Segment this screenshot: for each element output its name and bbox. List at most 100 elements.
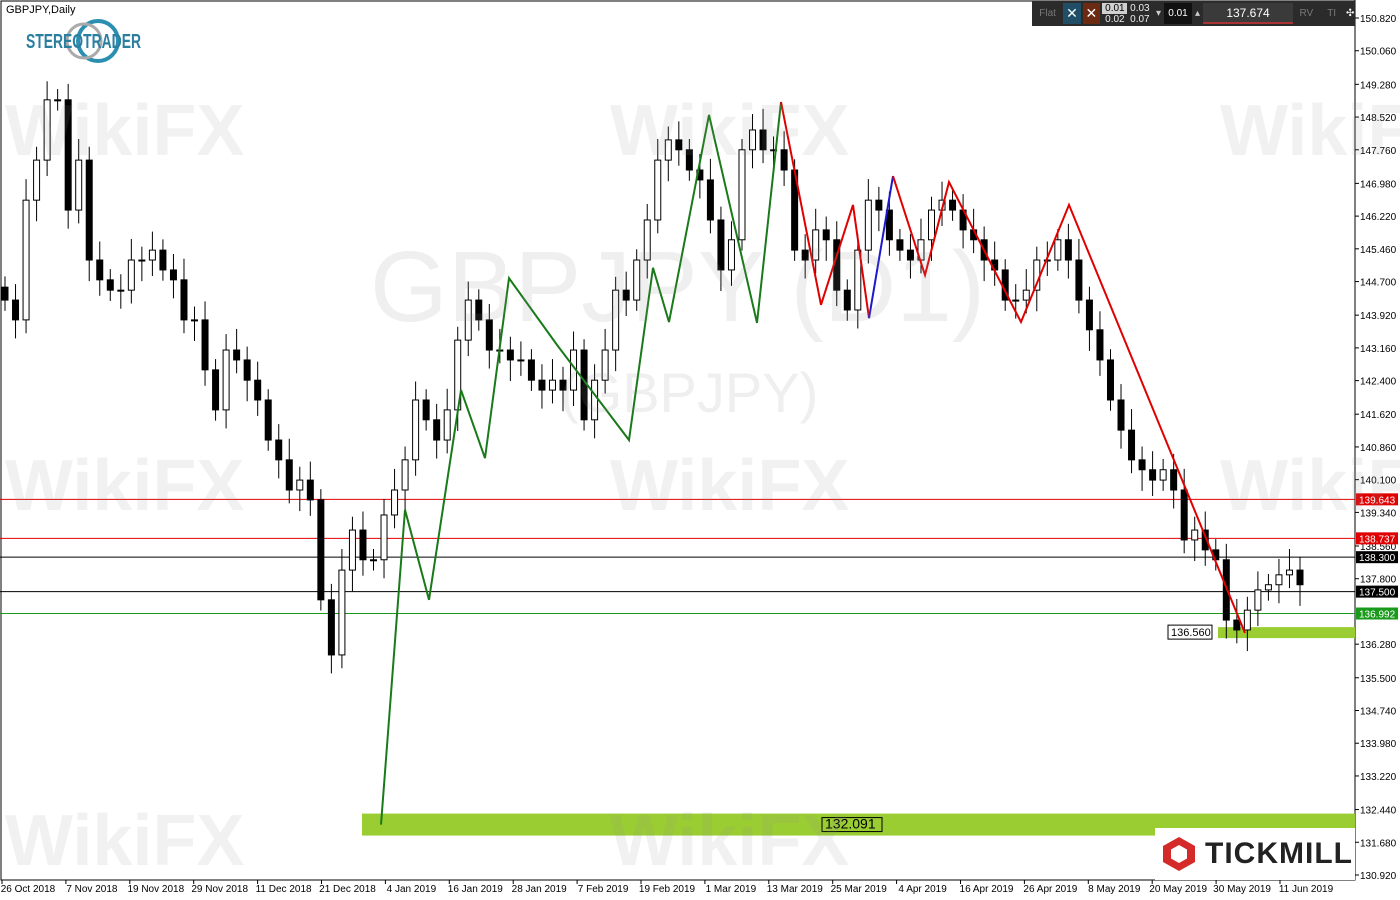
candle xyxy=(1138,446,1146,491)
stereotrader-logo: STEREOTRADER xyxy=(26,19,141,63)
candle xyxy=(401,446,409,512)
candle-body xyxy=(43,99,51,161)
candle xyxy=(117,274,125,309)
candle xyxy=(264,389,272,451)
candle xyxy=(412,381,420,476)
candle xyxy=(380,499,388,579)
candle-body xyxy=(1296,569,1304,586)
y-tick-label: 141.620 xyxy=(1360,410,1397,421)
candle-body xyxy=(243,359,251,381)
y-tick-label: 135.500 xyxy=(1360,674,1397,685)
candle xyxy=(338,548,346,669)
lot-preset[interactable]: 0.02 xyxy=(1105,13,1125,25)
y-tick-label: 133.980 xyxy=(1360,739,1397,750)
candle xyxy=(622,271,630,317)
candle-body xyxy=(285,459,293,491)
ti-button[interactable]: TI xyxy=(1327,8,1337,19)
candle xyxy=(275,424,283,479)
close-buy-button[interactable]: ✕ xyxy=(1063,3,1081,24)
candle-body xyxy=(622,289,630,301)
candle-body xyxy=(369,559,377,562)
candle-body xyxy=(717,219,725,271)
tickmill-text: TICKMILL xyxy=(1205,837,1353,870)
candle xyxy=(780,131,788,186)
candle-body xyxy=(896,239,904,251)
candle xyxy=(664,126,672,182)
lot-preset[interactable]: 0.03 xyxy=(1130,2,1150,14)
candle-body xyxy=(212,369,220,411)
candle xyxy=(843,279,851,321)
candle-body xyxy=(812,229,820,261)
candle xyxy=(1264,573,1272,601)
candle xyxy=(33,146,41,222)
lot-preset[interactable]: 0.07 xyxy=(1130,13,1150,25)
level-price-label: 137.500 xyxy=(1359,588,1396,599)
candle-body xyxy=(538,379,546,391)
y-tick-label: 131.680 xyxy=(1360,838,1397,849)
candle xyxy=(1159,458,1167,491)
candle-body xyxy=(559,379,567,391)
candle-body xyxy=(1054,239,1062,261)
svg-text:STEREOTRADER: STEREOTRADER xyxy=(26,31,141,53)
candle-body xyxy=(706,179,714,221)
x-tick-label: 11 Jun 2019 xyxy=(1279,884,1334,895)
candle xyxy=(959,194,967,249)
candle-body xyxy=(885,209,893,241)
candle xyxy=(1,276,9,311)
x-tick-label: 26 Oct 2018 xyxy=(1,884,56,895)
candle xyxy=(949,189,957,221)
candle xyxy=(254,361,262,416)
y-tick-label: 136.280 xyxy=(1360,640,1397,651)
close-sell-button[interactable]: ✕ xyxy=(1082,3,1101,24)
increase-icon[interactable]: ▴ xyxy=(1194,8,1200,19)
candle xyxy=(612,276,620,372)
candle xyxy=(75,139,83,224)
flat-button[interactable]: Flat xyxy=(1039,8,1056,19)
plot-frame xyxy=(0,0,1356,881)
candle-body xyxy=(391,489,399,516)
y-tick-label: 140.100 xyxy=(1360,476,1397,487)
candle-body xyxy=(180,279,188,321)
zone-label-box xyxy=(821,817,883,833)
candle-body xyxy=(1180,489,1188,541)
level-price-label: 138.737 xyxy=(1359,534,1396,545)
price-display: 137.674 xyxy=(1203,3,1293,24)
zigzag-wave xyxy=(380,101,782,825)
candle xyxy=(875,186,883,232)
candle-body xyxy=(485,319,493,351)
candle-body xyxy=(275,439,283,461)
candle-body xyxy=(1233,619,1241,631)
candle-body xyxy=(1022,289,1030,301)
candle-body xyxy=(1096,329,1104,361)
candle xyxy=(906,234,914,279)
candle-body xyxy=(1128,429,1136,461)
level-price-tag xyxy=(1356,585,1398,598)
x-tick-label: 29 Nov 2018 xyxy=(191,884,248,895)
quantity-input[interactable]: 0.01 xyxy=(1164,3,1192,24)
trade-toolbar: Flat ✕ ✕ 0.01 0.03 0.02 0.07 ▾ 0.01 ▴ 137.… xyxy=(1032,1,1355,26)
y-tick-label: 134.740 xyxy=(1360,706,1397,717)
x-tick-label: 13 Mar 2019 xyxy=(767,884,824,895)
candle xyxy=(433,403,441,459)
candle-body xyxy=(591,379,599,421)
decrease-icon[interactable]: ▾ xyxy=(1156,8,1162,19)
candle-body xyxy=(422,399,430,421)
candle-body xyxy=(928,209,936,241)
candle-body xyxy=(738,149,746,241)
candle-body xyxy=(548,379,556,391)
tickmill-logo: TICKMILL xyxy=(1155,828,1355,880)
x-tick-label: 16 Apr 2019 xyxy=(960,884,1014,895)
lot-preset[interactable]: 0.01 xyxy=(1102,2,1128,14)
candle-body xyxy=(327,599,335,656)
candle xyxy=(359,511,367,576)
level-price-label: 138.300 xyxy=(1359,553,1396,564)
candle-body xyxy=(1085,299,1093,331)
candle xyxy=(822,216,830,261)
rv-button[interactable]: RV xyxy=(1299,8,1314,19)
x-tick-label: 4 Jan 2019 xyxy=(387,884,437,895)
menu-icon[interactable]: ✣ xyxy=(1345,8,1355,19)
candle xyxy=(854,234,862,329)
candle-body xyxy=(1106,359,1114,401)
candle-body xyxy=(359,529,367,561)
